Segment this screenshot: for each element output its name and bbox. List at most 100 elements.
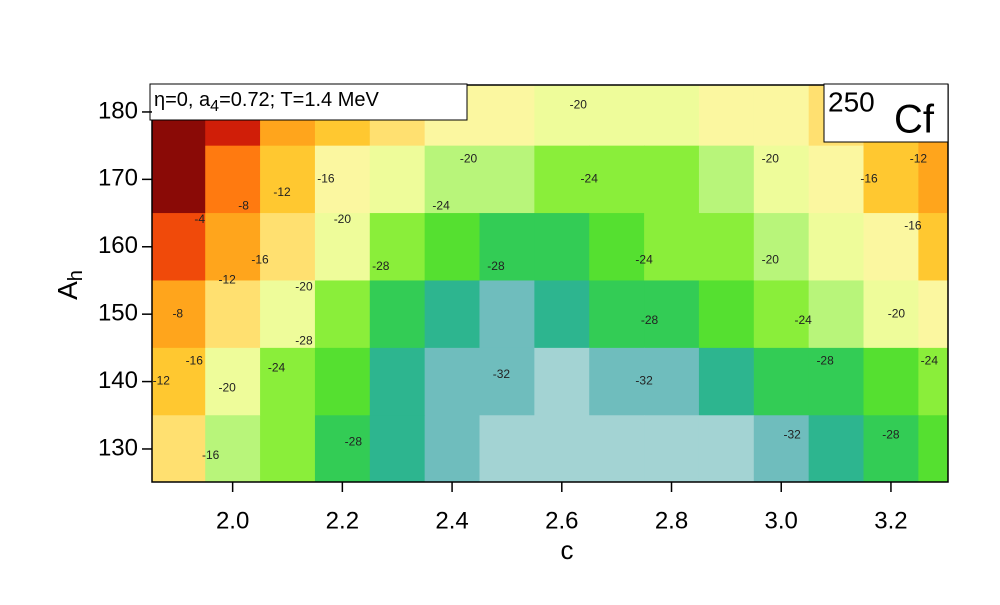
field-cell [369,347,426,416]
annotation-rest: =0.72; T=1.4 MeV [219,89,379,111]
nucleus-symbol: Cf [894,98,935,142]
field-cell [918,213,948,281]
contour-label: -12 [910,151,928,165]
y-tick-label: 140 [98,367,138,394]
contour-label: -16 [317,172,335,186]
x-tick-label: 2.8 [655,507,688,534]
y-axis-label: Ah [52,270,87,300]
field-cell [863,415,919,482]
field-cell [479,85,535,147]
contour-label: -24 [795,313,813,327]
field-cell [534,213,590,281]
y-tick-label: 160 [98,232,138,259]
field-cell [808,145,865,214]
field-cell [369,213,426,281]
field-cell [918,145,948,214]
y-tick-label: 180 [98,97,138,124]
field-cell [753,280,810,349]
contour-label: -20 [570,97,588,111]
y-label-sub: h [65,270,87,281]
contour-label: -24 [921,354,939,368]
contour-label: -12 [153,374,171,388]
contour-label: -24 [432,198,450,212]
field-cell [644,145,700,214]
y-tick-label: 170 [98,165,138,192]
contour-label: -28 [882,428,900,442]
field-cell [205,415,261,482]
field-cell [644,415,700,482]
nucleus-mass: 250 [828,86,875,117]
field-cell [698,280,755,349]
contour-label: -28 [295,333,313,347]
field-cell [589,145,645,214]
plot-frame [151,84,949,483]
field-cell [424,415,481,482]
annotation-box: η=0, a4=0.72; T=1.4 MeV [149,83,468,121]
field-cell [314,347,371,416]
field-cell [918,347,948,416]
field-cell [260,280,316,349]
field-cell [205,145,261,214]
contour-label: -20 [334,212,352,226]
field-cell [260,213,316,281]
field-cell [424,280,481,349]
contour-label: -16 [251,252,269,266]
field-cell [808,347,865,416]
field-cell [589,213,645,281]
x-tick-label: 3.2 [874,507,907,534]
field-cell [534,415,590,482]
field-cell [314,213,371,281]
field-cell [534,145,590,214]
y-tick-label: 130 [98,434,138,461]
field-cell [753,347,810,416]
field-cell [918,280,948,349]
contour-label: -16 [860,172,878,186]
annotation-text: η=0, a [154,89,211,111]
y-label-main: A [52,281,83,300]
field-cell [698,213,755,281]
contour-label: -32 [784,428,802,442]
field-cell [863,280,919,349]
contour-label: -8 [172,306,183,320]
field-cell [753,213,810,281]
field-cell [479,145,535,214]
field-cell [369,145,426,214]
field-cell [753,85,810,147]
field-cell [479,213,535,281]
field-cell [589,85,645,147]
x-axis-label: c [561,535,574,565]
annotation-sub: 4 [210,98,219,115]
field-cell [260,415,316,482]
contour-label: -28 [372,259,390,273]
contour-labels: -20 -20 -20 -24 -24 -28 -28 -24 -20 -28 -32 -32 -32 -… [153,97,939,461]
nucleus-frame [823,83,949,143]
field-cell [808,213,865,281]
field-cell [698,145,755,214]
contour-label: -8 [238,198,249,212]
field-cell [863,347,919,416]
contour-label: -32 [635,374,653,388]
field-cell [424,145,481,214]
field-cell [644,280,700,349]
field-cell [152,213,206,281]
contour-label: -16 [202,448,220,462]
field-cell [152,145,206,214]
contour-label: -12 [218,273,236,287]
field-cell [314,280,371,349]
contour-label: -20 [762,252,780,266]
contour-label: -20 [460,151,478,165]
contour-label: -20 [888,306,906,320]
field-cell [479,415,535,482]
annotation-frame [149,83,468,121]
field-cell [205,213,261,281]
contour-label: -20 [218,380,236,394]
field-cell [644,213,700,281]
field-cell [753,415,810,482]
field-cell [152,415,206,482]
field-cell [424,213,481,281]
field-cell [424,347,481,416]
field-cell [863,213,919,281]
field-cell [205,347,261,416]
contour-label: -4 [194,212,205,226]
